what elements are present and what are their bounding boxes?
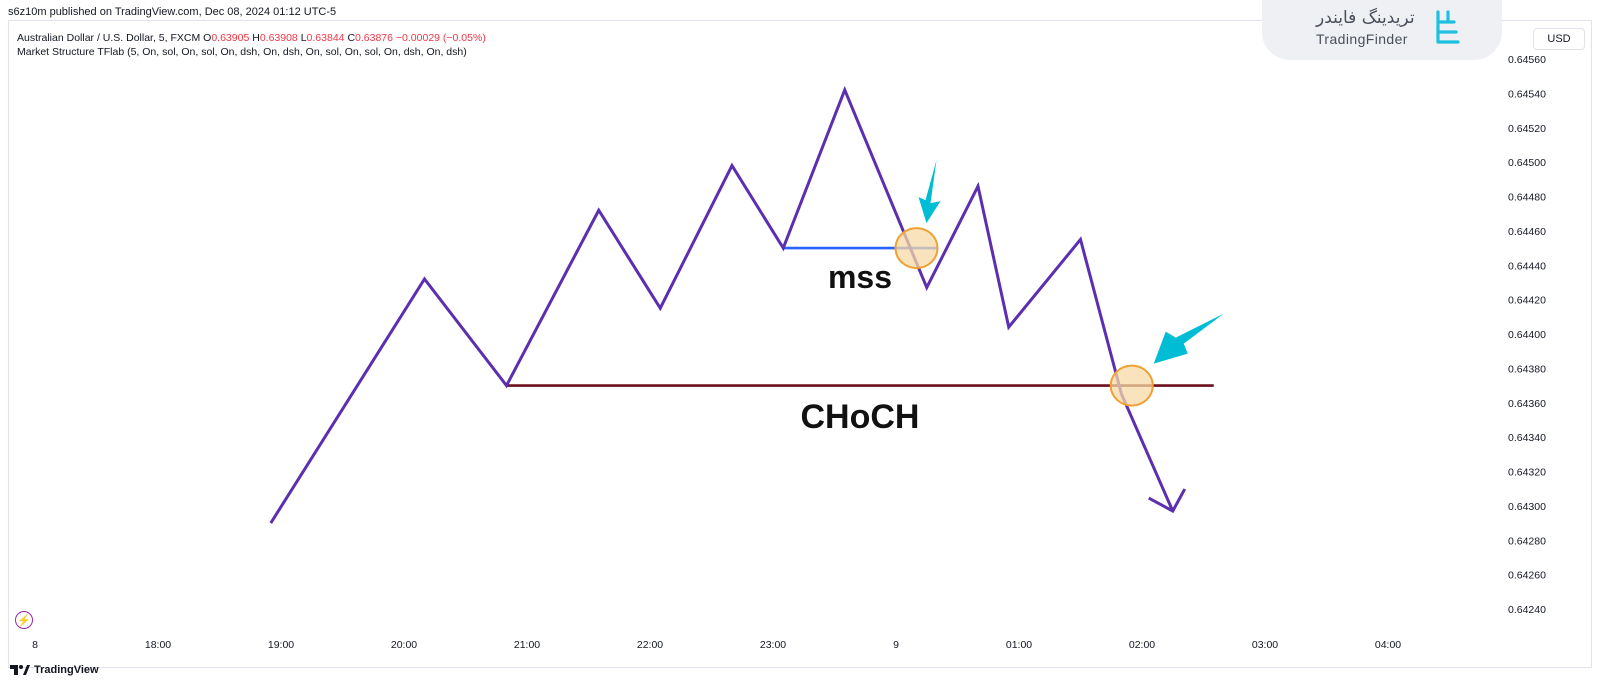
break-circle-choch [1109, 364, 1154, 407]
x-tick-label: 01:00 [1006, 639, 1032, 651]
legend-close-value: 0.63876 [355, 32, 393, 44]
legend-change: −0.00029 (−0.05%) [395, 32, 486, 44]
choch-pointer-arrow [1153, 313, 1224, 364]
tradingview-footer-logo: TradingView [10, 664, 99, 676]
x-tick-label: 03:00 [1252, 639, 1278, 651]
x-tick-label: 9 [893, 639, 899, 651]
y-tick-label: 0.64520 [1508, 123, 1546, 135]
x-tick-label: 22:00 [637, 639, 663, 651]
time-axis[interactable]: 8 18:00 19:00 20:00 21:00 22:00 23:00 9 01:00 02:… [32, 639, 1401, 651]
price-line [269, 85, 1175, 524]
legend-indicator[interactable]: Market Structure TFlab (5, On, sol, On, … [17, 46, 467, 58]
legend-high-label: H [252, 32, 260, 44]
legend-open-label: O [203, 32, 212, 44]
brand-latin-name: TradingFinder [1316, 31, 1408, 47]
level-label-choch: CHoCH [801, 398, 920, 436]
x-tick-label: 8 [32, 639, 38, 651]
y-tick-label: 0.64540 [1508, 88, 1546, 100]
legend-low-label: L [300, 32, 307, 44]
x-tick-label: 02:00 [1129, 639, 1155, 651]
y-tick-label: 0.64360 [1508, 398, 1546, 410]
mss-pointer-arrow [918, 160, 941, 224]
price-series [269, 85, 1187, 524]
legend-symbol[interactable]: Australian Dollar / U.S. Dollar, 5, FXCM [17, 32, 201, 44]
tradingview-logo-text: TradingView [34, 664, 99, 676]
chart-frame [8, 20, 1592, 668]
legend-low-value: 0.63844 [306, 32, 345, 44]
y-tick-label: 0.64460 [1508, 226, 1546, 238]
x-tick-label: 04:00 [1375, 639, 1401, 651]
published-line: s6z10m published on TradingView.com, Dec… [8, 6, 337, 18]
x-tick-label: 19:00 [268, 639, 294, 651]
legend: Australian Dollar / U.S. Dollar, 5, FXCM… [17, 31, 486, 59]
trend-arrowhead [1148, 488, 1187, 514]
legend-open-value: 0.63905 [211, 32, 250, 44]
x-tick-label: 21:00 [514, 639, 540, 651]
legend-close-label: C [347, 32, 356, 44]
break-circle-mss [894, 227, 939, 270]
level-labels: mss CHoCH [801, 259, 920, 436]
legend-symbol-row: Australian Dollar / U.S. Dollar, 5, FXCM… [17, 31, 486, 45]
y-tick-label: 0.64300 [1508, 501, 1546, 513]
y-tick-label: 0.64500 [1508, 157, 1546, 169]
x-tick-label: 20:00 [391, 639, 417, 651]
y-tick-label: 0.64240 [1508, 604, 1546, 616]
level-label-mss: mss [828, 259, 892, 295]
tradingview-logo-icon [10, 665, 30, 675]
y-tick-label: 0.64420 [1508, 295, 1546, 307]
brand-persian-name: تریدینگ فایندر [1316, 8, 1415, 28]
y-tick-label: 0.64260 [1508, 570, 1546, 582]
currency-button[interactable]: USD [1533, 28, 1585, 50]
y-tick-label: 0.64400 [1508, 329, 1546, 341]
legend-high-value: 0.63908 [259, 32, 298, 44]
x-tick-label: 18:00 [145, 639, 171, 651]
tradingfinder-logo-icon [1436, 10, 1460, 44]
y-tick-label: 0.64440 [1508, 260, 1546, 272]
x-tick-label: 23:00 [760, 639, 786, 651]
break-markers [894, 160, 1224, 407]
brand-watermark: تریدینگ فایندر TradingFinder [1262, 0, 1502, 60]
y-tick-label: 0.64380 [1508, 363, 1546, 375]
price-axis[interactable]: 0.64560 0.64540 0.64520 0.64500 0.64480 0.644… [1508, 54, 1546, 616]
y-tick-label: 0.64560 [1508, 54, 1546, 66]
y-tick-label: 0.64480 [1508, 192, 1546, 204]
y-tick-label: 0.64340 [1508, 432, 1546, 444]
y-tick-label: 0.64280 [1508, 535, 1546, 547]
lightning-icon[interactable]: ⚡ [15, 611, 33, 629]
y-tick-label: 0.64320 [1508, 467, 1546, 479]
